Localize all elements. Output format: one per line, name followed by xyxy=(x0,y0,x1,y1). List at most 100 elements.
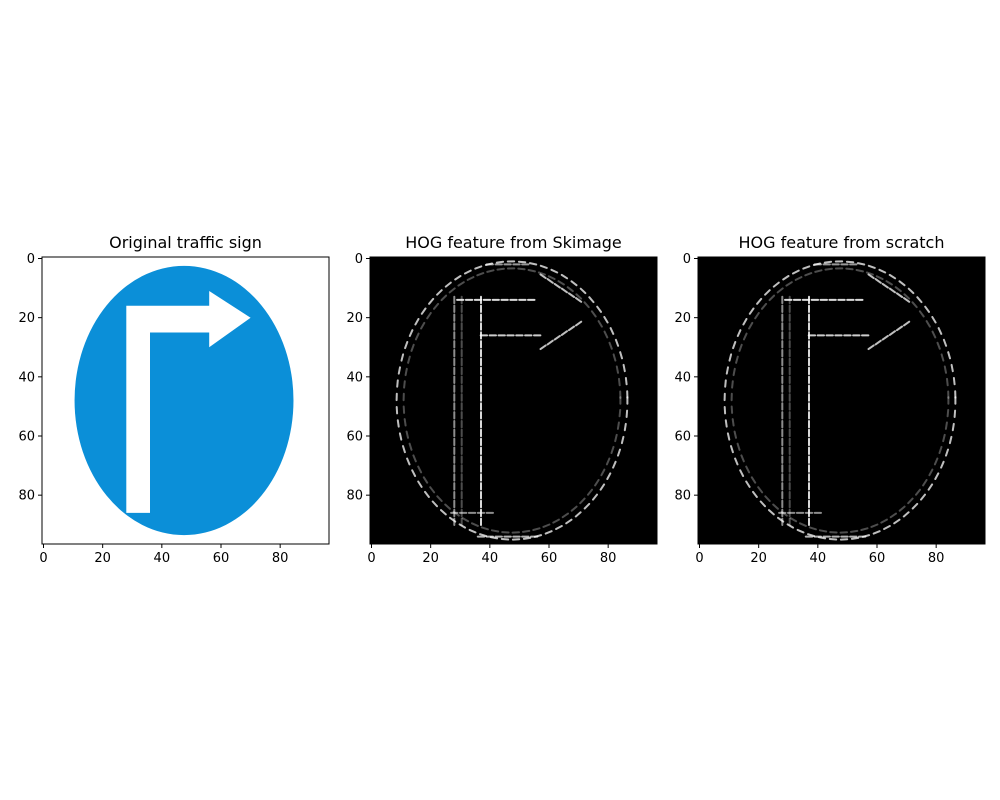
hog-cell xyxy=(412,454,417,463)
hog-cell xyxy=(420,321,426,330)
hog-cell xyxy=(546,339,554,346)
y-tick-label: 60 xyxy=(346,430,363,445)
hog-cell xyxy=(476,272,485,277)
hog-cell xyxy=(614,338,620,347)
hog-cell xyxy=(424,490,430,498)
hog-cell xyxy=(546,278,554,284)
hog-cell xyxy=(603,330,609,339)
hog-cell xyxy=(860,527,869,531)
hog-cell xyxy=(865,271,874,276)
hog-cell xyxy=(911,502,919,510)
hog-cell xyxy=(561,512,569,519)
hog-cell xyxy=(606,472,612,480)
panel-title: HOG feature from scratch xyxy=(738,233,944,252)
hog-cell xyxy=(490,529,500,533)
x-tick-label: 40 xyxy=(482,551,499,566)
hog-cell xyxy=(619,351,623,360)
hog-cell xyxy=(855,269,864,273)
hog-cell xyxy=(938,445,943,454)
hog-cell xyxy=(742,318,748,326)
hog-cell xyxy=(742,332,748,341)
hog-cell xyxy=(947,351,951,360)
hog-cell xyxy=(553,282,561,289)
hog-cell xyxy=(928,468,934,477)
hog-cell xyxy=(750,476,757,484)
hog-cell xyxy=(772,281,780,288)
hog-cell xyxy=(946,409,950,418)
hog-cell xyxy=(617,448,621,457)
hog-cell xyxy=(881,282,889,289)
hog-background xyxy=(698,257,985,544)
hog-cell xyxy=(850,536,860,540)
hog-cell xyxy=(414,318,420,326)
x-tick-label: 0 xyxy=(39,551,47,566)
hog-cell xyxy=(411,469,417,477)
hog-cell xyxy=(594,479,600,487)
hog-cell xyxy=(398,432,403,441)
hog-cell xyxy=(406,457,411,466)
hog-cell xyxy=(867,273,875,280)
hog-cell xyxy=(950,363,954,373)
y-tick-label: 20 xyxy=(674,311,691,326)
hog-cell xyxy=(609,327,615,335)
hog-cell xyxy=(405,430,409,439)
hog-cell xyxy=(517,260,527,264)
hog-cell xyxy=(915,488,921,496)
hog-cell xyxy=(612,353,617,362)
hog-cell xyxy=(444,281,452,288)
hog-cell xyxy=(875,275,884,280)
hog-cell xyxy=(590,310,597,318)
hog-cell xyxy=(597,320,603,328)
hog-cell xyxy=(592,493,598,501)
hog-cell xyxy=(407,355,411,364)
hog-cell xyxy=(596,305,602,313)
hog-cell xyxy=(428,297,435,305)
hog-cell xyxy=(796,528,805,534)
hog-cell xyxy=(400,353,405,362)
x-tick-label: 20 xyxy=(422,551,439,566)
x-tick-label: 60 xyxy=(869,551,886,566)
hog-cell xyxy=(479,533,488,538)
x-tick-label: 20 xyxy=(94,551,111,566)
x-tick-label: 0 xyxy=(367,551,375,566)
panel-title: HOG feature from Skimage xyxy=(405,233,622,252)
hog-cell xyxy=(458,523,467,529)
hog-cell xyxy=(951,422,955,432)
hog-cell xyxy=(527,269,536,273)
hog-cell xyxy=(856,262,866,266)
hog-cell xyxy=(738,343,743,352)
hog-cell xyxy=(600,468,606,477)
hog-cell xyxy=(625,409,629,418)
hog-cell xyxy=(907,497,914,505)
hog-cell xyxy=(724,379,727,388)
hog-cell xyxy=(553,334,561,341)
hog-cell xyxy=(922,479,928,487)
hog-cell xyxy=(895,325,904,332)
hog-cell xyxy=(440,509,447,516)
hog-cell xyxy=(898,280,906,287)
hog-cell xyxy=(895,292,904,298)
hog-cell xyxy=(599,483,606,491)
hog-cell xyxy=(893,518,901,525)
hog-cell xyxy=(911,301,918,309)
plot-frame xyxy=(369,256,658,545)
hog-cell xyxy=(728,353,733,362)
hog-cell xyxy=(567,292,576,298)
hog-cell xyxy=(725,366,729,375)
x-tick-label: 60 xyxy=(541,551,558,566)
hog-cell xyxy=(918,310,925,318)
hog-cell xyxy=(885,280,893,286)
hog-cell xyxy=(940,353,945,362)
hog-cell xyxy=(764,495,771,502)
hog-cell xyxy=(522,536,532,540)
hog-cell xyxy=(883,525,891,530)
y-tick-label: 60 xyxy=(18,430,35,445)
hog-cell xyxy=(422,476,429,484)
x-tick-label: 20 xyxy=(750,551,767,566)
hog-cell xyxy=(560,273,569,280)
y-tick-label: 40 xyxy=(674,370,691,385)
hog-cell xyxy=(761,302,768,310)
hog-cell xyxy=(748,307,755,315)
hog-cell xyxy=(731,418,735,427)
hog-cell xyxy=(808,526,817,531)
